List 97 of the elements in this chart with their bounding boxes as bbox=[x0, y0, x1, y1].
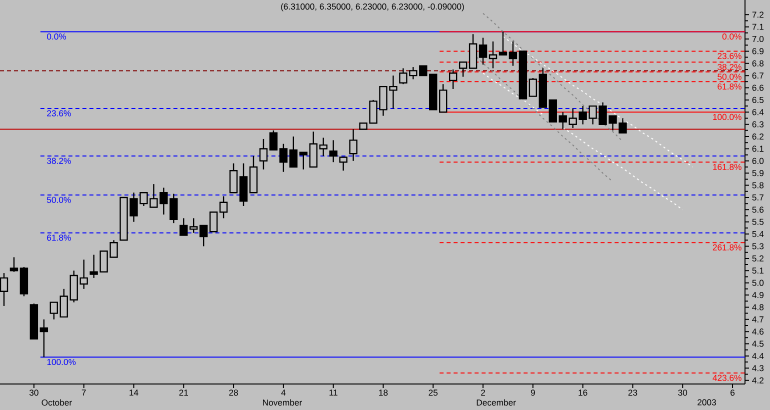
y-tick-label: 6.3 bbox=[752, 121, 764, 128]
y-tick-label: 5.5 bbox=[752, 218, 764, 225]
x-tick-label: 2 bbox=[481, 390, 485, 396]
candlestick bbox=[488, 40, 498, 69]
y-tick-label: 5.8 bbox=[752, 182, 764, 188]
y-tick-label: 5.0 bbox=[752, 280, 764, 286]
candlestick bbox=[199, 224, 208, 247]
y-tick-label: 4.8 bbox=[752, 304, 764, 310]
y-tick-label: 6.0 bbox=[752, 158, 764, 164]
x-tick-label: 21 bbox=[179, 390, 188, 396]
x-tick-label: 6 bbox=[730, 390, 735, 396]
x-tick-label: 30 bbox=[29, 390, 38, 396]
x-tick-label: 7 bbox=[82, 390, 86, 396]
y-tick-label: 7.0 bbox=[752, 36, 764, 42]
y-tick-label: 7.1 bbox=[752, 24, 764, 30]
candlestick bbox=[279, 143, 288, 172]
y-tick-label: 4.7 bbox=[752, 316, 764, 322]
x-tick-label: 30 bbox=[678, 390, 688, 396]
x-tick-label: 14 bbox=[130, 390, 138, 396]
candlestick bbox=[319, 137, 328, 157]
text: December bbox=[476, 399, 516, 406]
annotation: 100.0% bbox=[47, 358, 76, 366]
y-tick-label: 4.9 bbox=[752, 292, 764, 298]
candlestick bbox=[448, 68, 458, 90]
y-tick-label: 4.2 bbox=[752, 377, 764, 384]
y-tick-label: 5.9 bbox=[752, 170, 764, 176]
y-tick-label: 6.9 bbox=[752, 48, 764, 54]
candlestick bbox=[349, 128, 358, 162]
candlestick bbox=[209, 212, 218, 232]
annotation: 38.2% bbox=[718, 64, 742, 70]
annotation: 161.8% bbox=[713, 164, 742, 170]
x-tick-label: 4 bbox=[281, 390, 286, 396]
candlestick bbox=[10, 256, 18, 272]
candlestick bbox=[339, 156, 348, 172]
candlestick bbox=[50, 302, 58, 320]
text: 2003 bbox=[698, 399, 716, 406]
annotation: 100.0% bbox=[713, 114, 742, 120]
candlestick bbox=[498, 31, 508, 56]
y-tick-label: 4.6 bbox=[752, 328, 764, 335]
x-tick-label: 25 bbox=[428, 390, 438, 396]
x-tick-label: 16 bbox=[578, 390, 588, 396]
chart-title: (6.31000, 6.35000, 6.23000, 6.23000, -0.09000) bbox=[281, 3, 464, 12]
x-tick-label: 9 bbox=[530, 390, 535, 396]
x-tick-label: 23 bbox=[628, 390, 638, 396]
candlestick bbox=[180, 218, 188, 236]
y-tick-label: 6.6 bbox=[752, 84, 764, 91]
candlestick bbox=[259, 138, 268, 170]
candlestick bbox=[289, 136, 298, 168]
candlestick bbox=[548, 99, 557, 122]
y-tick-label: 4.3 bbox=[752, 365, 764, 372]
y-tick-label: 5.3 bbox=[752, 243, 764, 250]
candlestick bbox=[219, 196, 228, 219]
y-tick-label: 6.8 bbox=[752, 60, 764, 66]
annotation: 50.0% bbox=[47, 196, 71, 203]
y-tick-label: 6.2 bbox=[752, 133, 764, 140]
y-tick-label: 6.1 bbox=[752, 146, 764, 152]
candlestick bbox=[40, 318, 48, 358]
annotation: 423.6% bbox=[712, 374, 742, 381]
annotation: 0.0% bbox=[722, 33, 742, 40]
annotation: 50.0% bbox=[718, 74, 742, 80]
y-tick-label: 7.2 bbox=[752, 12, 764, 18]
candlestick bbox=[558, 112, 567, 130]
y-tick-label: 5.6 bbox=[752, 206, 764, 213]
text: October bbox=[42, 399, 72, 406]
candlestick bbox=[508, 40, 518, 66]
y-tick-label: 5.4 bbox=[752, 231, 764, 238]
candlestick bbox=[190, 218, 198, 234]
annotation: 23.6% bbox=[718, 52, 742, 60]
candlestick bbox=[299, 152, 308, 170]
candlestick bbox=[309, 131, 318, 168]
y-tick-label: 6.5 bbox=[752, 96, 764, 104]
candlestick bbox=[269, 130, 278, 151]
text: November bbox=[263, 399, 302, 406]
y-tick-label: 6.4 bbox=[752, 109, 764, 116]
candlestick bbox=[478, 37, 488, 66]
annotation: 61.8% bbox=[718, 83, 742, 90]
candlestick bbox=[458, 62, 468, 78]
y-tick-label: 5.1 bbox=[752, 268, 764, 274]
annotation: 38.2% bbox=[47, 158, 71, 164]
candlestick bbox=[60, 288, 68, 318]
annotation: 261.8% bbox=[712, 244, 742, 250]
y-tick-label: 6.7 bbox=[752, 72, 764, 79]
x-tick-label: 11 bbox=[330, 390, 338, 396]
candlestick bbox=[229, 162, 238, 194]
y-tick-label: 4.5 bbox=[752, 340, 764, 347]
annotation: 61.8% bbox=[47, 234, 71, 241]
x-tick-label: 28 bbox=[229, 390, 238, 396]
annotation: 23.6% bbox=[47, 110, 71, 116]
y-tick-label: 5.7 bbox=[752, 194, 764, 200]
annotation: 0.0% bbox=[47, 33, 66, 40]
y-tick-label: 4.4 bbox=[752, 352, 764, 359]
candlestick bbox=[329, 140, 338, 163]
y-tick-label: 5.2 bbox=[752, 255, 764, 262]
x-tick-label: 18 bbox=[379, 390, 388, 396]
line-series bbox=[482, 12, 624, 142]
candlestick bbox=[439, 84, 448, 113]
candlestick bbox=[528, 77, 538, 97]
